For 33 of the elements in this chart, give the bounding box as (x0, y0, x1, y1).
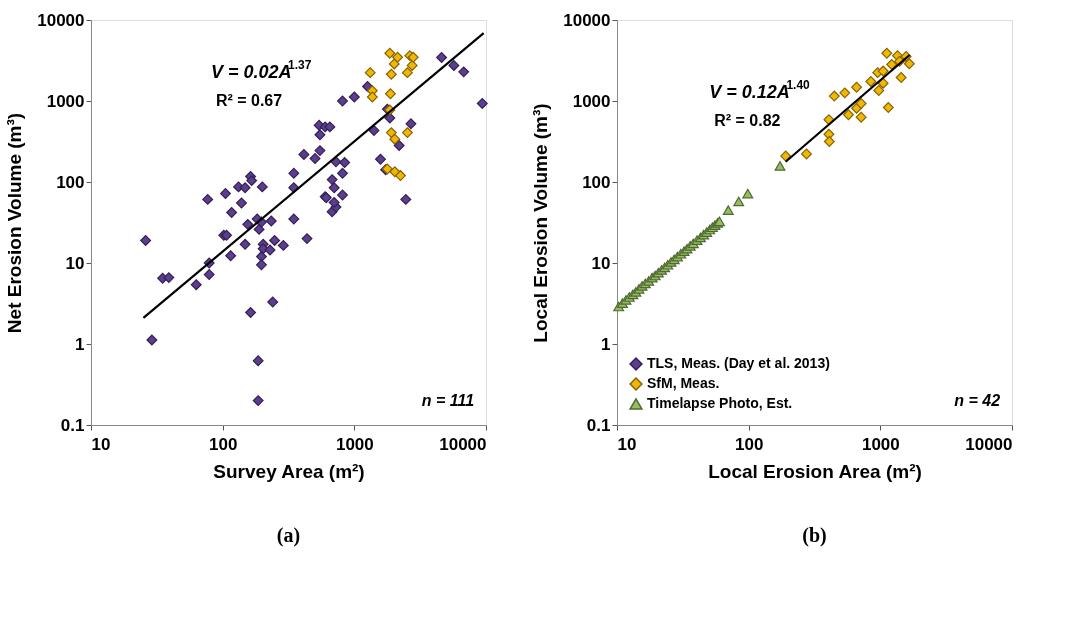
y-tick-label: 1000 (572, 91, 611, 111)
x-tick-label: 10 (617, 434, 637, 454)
y-tick-label: 10000 (37, 10, 85, 30)
x-tick-label: 1000 (861, 434, 900, 454)
text: (b) (802, 524, 827, 547)
y-tick-label: 1 (75, 334, 85, 354)
y-tick-label: 100 (56, 172, 85, 192)
annotation: n = 42 (954, 391, 1001, 409)
x-tick-label: 100 (734, 434, 764, 454)
x-axis-title: Survey Area (m²) (213, 460, 365, 482)
y-tick-label: 100 (582, 172, 611, 192)
y-tick-label: 10 (65, 253, 85, 273)
annotation: n = 111 (421, 391, 475, 409)
text: (a) (276, 524, 301, 547)
x-tick-label: 10000 (439, 434, 487, 454)
y-axis-title: Local Erosion Volume (m³) (530, 103, 552, 343)
y-tick-label: 1 (601, 334, 611, 354)
x-tick-label: 100 (208, 434, 238, 454)
y-tick-label: 10 (591, 253, 611, 273)
y-tick-label: 10000 (563, 10, 611, 30)
x-tick-label: 10000 (965, 434, 1013, 454)
annotation: R² = 0.67 (215, 92, 283, 109)
legend-label: Timelapse Photo, Est. (647, 395, 793, 411)
y-tick-label: 0.1 (586, 415, 611, 435)
y-tick-label: 1000 (46, 91, 85, 111)
x-axis-title: Local Erosion Area (m²) (708, 460, 922, 482)
x-tick-label: 1000 (335, 434, 374, 454)
x-tick-label: 10 (91, 434, 111, 454)
y-axis-title: Net Erosion Volume (m³) (4, 112, 26, 334)
y-tick-label: 0.1 (60, 415, 85, 435)
legend-label: SfM, Meas. (647, 375, 720, 391)
annotation: R² = 0.82 (714, 112, 781, 130)
legend-label: TLS, Meas. (Day et al. 2013) (647, 355, 830, 371)
